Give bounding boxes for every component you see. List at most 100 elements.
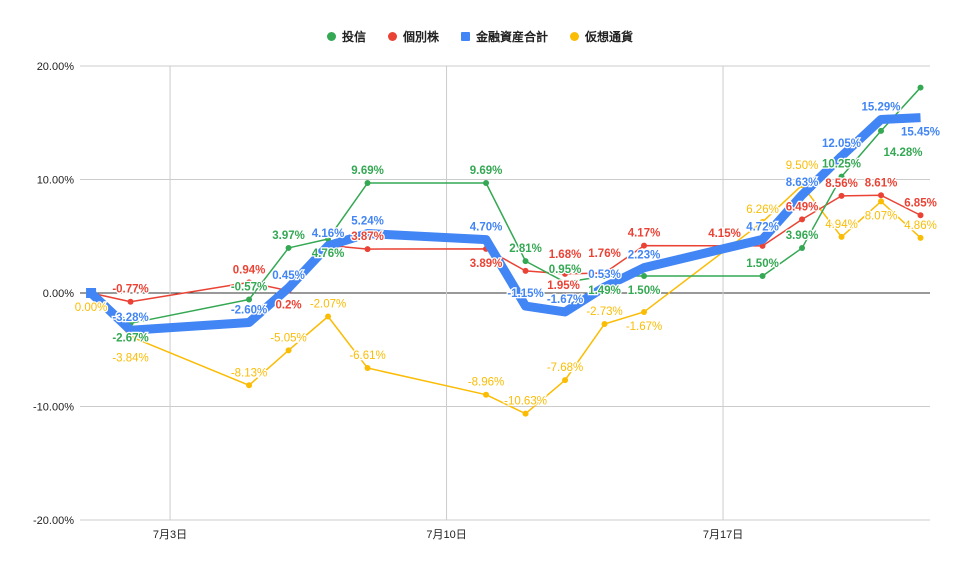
- data-label: -1.67%: [626, 321, 662, 333]
- data-label: 8.56%: [825, 178, 858, 190]
- data-label: 9.50%: [786, 160, 819, 172]
- legend-label: 金融資産合計: [476, 30, 549, 44]
- data-label: -2.07%: [310, 298, 346, 310]
- data-label: 8.63%: [786, 177, 819, 189]
- data-point: [522, 410, 529, 417]
- data-label: 4.72%: [746, 221, 779, 233]
- data-point: [641, 272, 648, 279]
- data-label: -7.68%: [547, 362, 583, 374]
- data-label: 0.45%: [272, 270, 305, 282]
- data-point: [86, 288, 97, 298]
- y-tick-label: -20.00%: [33, 515, 74, 527]
- data-label: -3.84%: [112, 353, 148, 365]
- data-label: 3.97%: [272, 230, 305, 242]
- data-point: [325, 235, 332, 242]
- data-point: [483, 391, 490, 398]
- legend-label: 仮想通貨: [585, 30, 634, 44]
- data-label: 15.29%: [862, 101, 901, 113]
- data-point: [285, 244, 292, 251]
- data-label: 2.81%: [509, 243, 542, 255]
- data-label: 1.76%: [588, 248, 621, 260]
- data-label: 4.86%: [904, 220, 937, 232]
- series-line-2: [87, 113, 921, 335]
- data-point: [285, 347, 292, 354]
- data-label: 6.49%: [786, 201, 819, 213]
- data-label: 1.50%: [628, 285, 661, 297]
- data-point: [364, 180, 371, 187]
- data-label: 10.25%: [822, 159, 861, 171]
- data-label: -1.15%: [507, 288, 543, 300]
- data-label: -0.57%: [231, 281, 267, 293]
- data-label: 1.50%: [746, 258, 779, 270]
- data-label: -8.13%: [231, 367, 267, 379]
- data-label: 2.23%: [628, 250, 661, 262]
- legend-item-crypto[interactable]: 仮想通貨: [570, 28, 633, 45]
- legend-item-total[interactable]: 金融資産合計: [461, 28, 548, 45]
- y-tick-label: 0.00%: [43, 288, 74, 300]
- data-label: -1.67%: [547, 294, 583, 306]
- data-label: -8.96%: [468, 377, 504, 389]
- x-tick-label: 7月10日: [426, 529, 466, 541]
- data-label: 0.00%: [75, 302, 108, 314]
- legend-label: 投信: [341, 30, 366, 44]
- legend-item-stocks[interactable]: 個別株: [387, 28, 439, 45]
- data-label: 6.26%: [746, 204, 779, 216]
- data-point: [917, 234, 924, 241]
- data-point: [799, 182, 806, 189]
- data-point: [878, 198, 885, 205]
- data-label: 14.28%: [884, 147, 923, 159]
- data-point: [641, 308, 648, 315]
- data-point: [562, 270, 569, 277]
- y-tick-label: -10.00%: [33, 402, 74, 414]
- data-label: 6.85%: [904, 197, 937, 209]
- data-label: 9.69%: [470, 165, 503, 177]
- data-label: 8.61%: [865, 177, 898, 189]
- y-tick-label: 20.00%: [37, 61, 75, 73]
- data-point: [522, 258, 529, 265]
- circle-marker-icon: [326, 32, 336, 41]
- data-point: [127, 333, 134, 340]
- data-point: [878, 192, 885, 199]
- legend-label: 個別株: [402, 30, 439, 44]
- data-label: 4.16%: [312, 228, 345, 240]
- data-point: [799, 216, 806, 223]
- x-tick-label: 7月17日: [703, 529, 743, 541]
- data-point: [759, 218, 766, 225]
- series-line-3: [90, 184, 922, 415]
- data-point: [838, 173, 845, 180]
- data-label: -2.73%: [586, 306, 622, 318]
- legend: 投信 個別株 金融資産合計 仮想通貨: [0, 28, 960, 45]
- data-point: [601, 273, 608, 280]
- data-point: [522, 267, 529, 274]
- data-label: 8.07%: [865, 210, 898, 222]
- data-label: -0.77%: [112, 284, 148, 296]
- data-label: 4.15%: [708, 228, 741, 240]
- data-point: [562, 279, 569, 286]
- data-label: 5.24%: [351, 216, 384, 228]
- data-label: 3.96%: [786, 230, 819, 242]
- series-line-0: [90, 87, 922, 325]
- circle-marker-icon: [570, 32, 580, 41]
- data-point: [838, 233, 845, 240]
- data-point: [246, 279, 253, 286]
- data-label: -5.05%: [270, 332, 306, 344]
- data-point: [759, 272, 766, 279]
- data-point: [127, 298, 134, 305]
- x-tick-label: 7月3日: [153, 529, 187, 541]
- data-label: 1.49%: [588, 285, 621, 297]
- y-tick-label: 10.00%: [37, 175, 75, 187]
- data-label: 3.87%: [351, 231, 384, 243]
- legend-item-toushin[interactable]: 投信: [326, 28, 366, 45]
- data-point: [878, 127, 885, 134]
- data-label: 0.94%: [233, 264, 266, 276]
- data-label: -3.28%: [112, 312, 148, 324]
- data-label: -6.61%: [349, 350, 385, 362]
- data-label: 4.94%: [825, 219, 858, 231]
- data-point: [483, 180, 490, 187]
- data-point: [917, 84, 924, 91]
- data-label: 1.68%: [549, 249, 582, 261]
- data-point: [246, 382, 253, 389]
- data-label: 4.70%: [470, 222, 503, 234]
- data-point: [364, 246, 371, 253]
